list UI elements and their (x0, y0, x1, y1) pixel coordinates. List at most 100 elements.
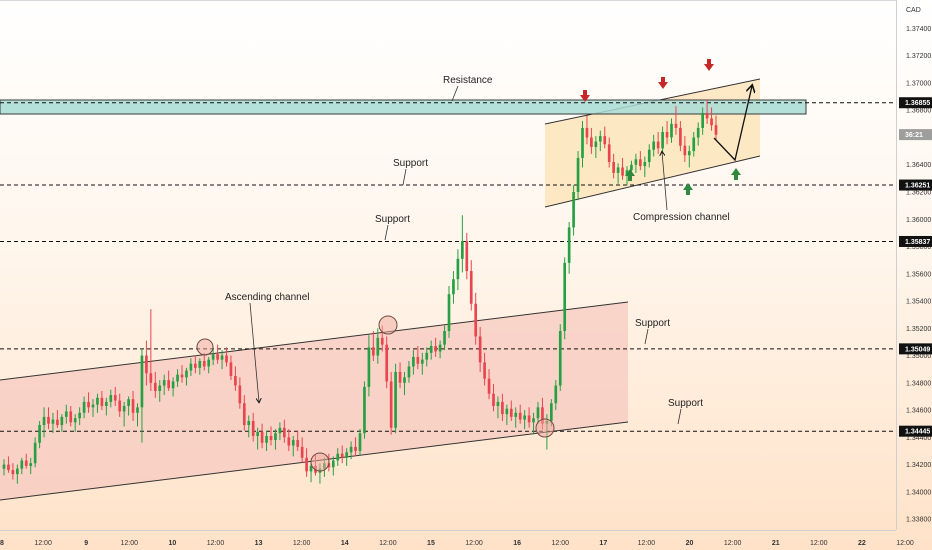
candle-body (189, 363, 193, 371)
candle-body (527, 415, 531, 423)
candle-body (496, 401, 500, 406)
candle-body (518, 412, 522, 420)
price-tick-label: 1.34400 (906, 435, 931, 442)
time-tick-label: 12:00 (551, 540, 569, 547)
candle-body (309, 465, 313, 472)
touch-circle-3 (310, 452, 330, 472)
candle-body (78, 412, 81, 419)
candle-body (563, 262, 567, 332)
candle-body (33, 442, 37, 464)
price-tag-label: 1.35049 (905, 346, 930, 353)
candle-body (287, 437, 291, 446)
time-axis[interactable]: 8 12:00 9 12:00 10 12:00 13 12:00 14 12:00 15 12:00… (0, 540, 914, 547)
price-tick-label: 1.35000 (906, 353, 931, 360)
support-label-2-pointer (384, 224, 389, 241)
time-tick-label: 12:00 (121, 540, 139, 547)
ascending-channel-area[interactable] (0, 302, 628, 500)
up-arrow-icon (683, 183, 693, 195)
candle-body (202, 360, 206, 367)
candle-body (185, 370, 188, 378)
candle-body (109, 395, 113, 402)
candle-body (162, 380, 166, 386)
candle-body (465, 241, 469, 272)
candle-body (145, 355, 148, 374)
candle-body (550, 403, 553, 421)
candle-body (256, 431, 259, 436)
candle-body (541, 407, 544, 424)
candle-body (429, 346, 433, 353)
candle-body (105, 401, 108, 406)
candle-body (354, 446, 357, 451)
ascending-channel-upper-line[interactable] (0, 301, 629, 381)
candle-body (581, 127, 584, 158)
candle-body (634, 159, 638, 165)
candle-body (167, 380, 170, 389)
candle-body (349, 446, 353, 453)
price-tag-label: 36:21 (905, 132, 923, 139)
price-tick-label: 1.34000 (906, 489, 931, 496)
price-tag-box (899, 179, 932, 191)
candle-body (478, 336, 482, 363)
price-tick-label: 1.37000 (906, 80, 931, 87)
time-tick-label: 12:00 (638, 540, 656, 547)
candle-body (51, 419, 55, 424)
candle-body (198, 360, 202, 368)
candle-body (647, 149, 651, 163)
candle-body (113, 395, 117, 401)
resistance-zone[interactable] (0, 99, 807, 115)
candle-body (523, 415, 526, 420)
candle-body (274, 433, 277, 441)
projection-path (713, 86, 752, 162)
candle-body (153, 382, 157, 391)
candle-body (607, 144, 611, 163)
candle-body (305, 457, 308, 472)
candle-body (389, 381, 393, 428)
touch-circle-2 (378, 315, 398, 335)
candle-body (291, 440, 295, 446)
candle-body (194, 363, 197, 368)
candle-body (447, 294, 451, 332)
time-tick-label: 10 (168, 540, 176, 547)
time-tick-label: 22 (858, 540, 866, 547)
price-tick-label: 1.33800 (906, 517, 931, 524)
candle-body (532, 418, 535, 423)
price-tag-label: 1.34445 (905, 429, 930, 436)
candle-body (220, 355, 224, 360)
price-tick-label: 1.36000 (906, 217, 931, 224)
ascending-channel-label: Ascending channel (225, 292, 310, 303)
price-tick-label: 1.37400 (906, 26, 931, 33)
candle-body (242, 403, 246, 426)
candle-body (665, 132, 669, 138)
candle-body (376, 337, 380, 356)
candle-body (492, 393, 495, 406)
time-tick-label: 12:00 (724, 540, 742, 547)
candle-body (16, 468, 19, 475)
candle-body (29, 463, 33, 466)
price-tag-box (899, 235, 932, 247)
price-tick-label: 1.35800 (906, 244, 931, 251)
candle-body (176, 374, 179, 382)
support-label-4: Support (668, 398, 703, 409)
candle-body (122, 405, 126, 412)
compression-channel-lower-line[interactable] (544, 155, 761, 208)
price-axis[interactable]: 1.374001.372001.370001.368001.366001.364… (906, 26, 931, 524)
price-tick-label: 1.35600 (906, 271, 931, 278)
candle-body (265, 435, 268, 443)
candle-body (452, 279, 455, 295)
candle-body (358, 433, 362, 451)
candle-body (679, 127, 682, 146)
candle-body (443, 331, 446, 345)
candle-body (73, 418, 77, 423)
down-arrow-icon (580, 90, 590, 102)
candle-body (438, 344, 442, 352)
candle-body (514, 412, 518, 417)
candle-body (501, 401, 504, 415)
candle-body (127, 399, 130, 406)
candle-body (407, 366, 411, 378)
candle-body (69, 411, 73, 423)
support-label-4-pointer (677, 408, 682, 425)
candle-body (594, 141, 598, 148)
candle-body (398, 371, 402, 383)
candle-body (158, 385, 162, 391)
